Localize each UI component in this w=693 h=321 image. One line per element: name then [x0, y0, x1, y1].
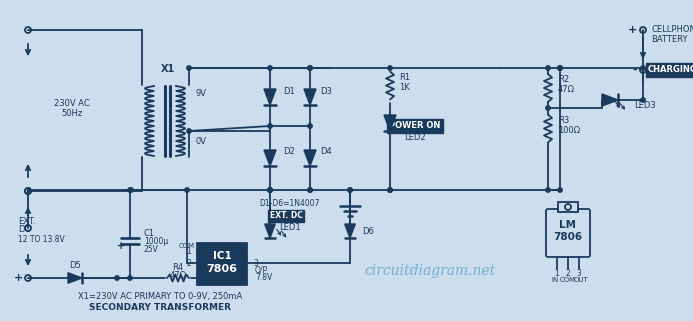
Text: EXT. DC: EXT. DC [270, 212, 302, 221]
Text: +: + [628, 25, 637, 35]
Text: 2: 2 [565, 270, 570, 279]
Text: 12 TO 13.8V: 12 TO 13.8V [18, 235, 64, 244]
Text: BATTERY: BATTERY [651, 36, 687, 45]
FancyBboxPatch shape [197, 243, 247, 285]
Text: COM: COM [179, 243, 195, 249]
Text: 2: 2 [186, 258, 191, 267]
Circle shape [388, 66, 392, 70]
Text: X1=230V AC PRIMARY TO 0-9V, 250mA: X1=230V AC PRIMARY TO 0-9V, 250mA [78, 292, 242, 301]
Text: COM: COM [560, 277, 576, 283]
Circle shape [129, 188, 133, 192]
Text: 47Ω: 47Ω [558, 85, 575, 94]
Text: D1: D1 [283, 86, 295, 96]
Text: CELLPHONE: CELLPHONE [651, 25, 693, 34]
Circle shape [546, 106, 550, 110]
Text: LED3: LED3 [634, 100, 656, 109]
Circle shape [267, 188, 272, 192]
Text: D3: D3 [320, 86, 332, 96]
Text: 3: 3 [577, 270, 581, 279]
Text: 0V: 0V [196, 136, 207, 145]
Text: EXT.: EXT. [18, 216, 35, 225]
Circle shape [558, 188, 562, 192]
Text: 9V: 9V [196, 89, 207, 98]
Polygon shape [384, 115, 396, 131]
Circle shape [128, 276, 132, 280]
Text: SECONDARY TRANSFORMER: SECONDARY TRANSFORMER [89, 302, 231, 311]
Text: CHARGING: CHARGING [648, 65, 693, 74]
Text: 1: 1 [554, 270, 559, 279]
Text: D1-D6=1N4007: D1-D6=1N4007 [260, 199, 320, 209]
Polygon shape [264, 150, 276, 166]
Text: LED2: LED2 [404, 134, 426, 143]
Circle shape [558, 66, 562, 70]
Circle shape [388, 188, 392, 192]
Text: IN: IN [552, 277, 559, 283]
FancyBboxPatch shape [546, 209, 590, 257]
Circle shape [267, 188, 272, 192]
Circle shape [308, 124, 313, 128]
Text: D2: D2 [283, 148, 295, 157]
Circle shape [187, 66, 191, 70]
Circle shape [267, 188, 272, 192]
Text: LM: LM [559, 220, 577, 230]
Text: R4: R4 [173, 264, 184, 273]
Text: 7806: 7806 [207, 264, 238, 274]
Polygon shape [304, 150, 316, 166]
Circle shape [308, 66, 313, 70]
Text: IC1: IC1 [213, 251, 231, 261]
Circle shape [546, 188, 550, 192]
Text: D5: D5 [69, 262, 81, 271]
Polygon shape [304, 89, 316, 105]
Text: D6: D6 [362, 227, 374, 236]
Circle shape [348, 188, 352, 192]
Circle shape [388, 188, 392, 192]
Text: OUT: OUT [574, 277, 588, 283]
Circle shape [128, 188, 132, 192]
Circle shape [267, 124, 272, 128]
Text: 7806: 7806 [554, 232, 583, 242]
Circle shape [185, 188, 189, 192]
Text: 47Ω: 47Ω [170, 272, 186, 281]
Circle shape [267, 66, 272, 70]
Text: 3: 3 [253, 258, 258, 267]
Text: 25V: 25V [144, 246, 159, 255]
Text: R3: R3 [558, 116, 569, 125]
Text: +: + [117, 241, 125, 251]
Text: O/P: O/P [255, 265, 268, 274]
Circle shape [115, 276, 119, 280]
Text: X1: X1 [161, 64, 175, 74]
Text: 1K: 1K [399, 82, 410, 91]
Circle shape [187, 129, 191, 133]
Circle shape [641, 98, 645, 102]
Polygon shape [344, 224, 356, 238]
Circle shape [546, 66, 550, 70]
Text: circuitdiagram.net: circuitdiagram.net [365, 264, 495, 278]
Polygon shape [602, 94, 618, 106]
Text: R1: R1 [399, 74, 410, 82]
Text: 50Hz: 50Hz [62, 109, 82, 118]
Circle shape [348, 188, 352, 192]
Text: +: + [14, 273, 23, 283]
Circle shape [308, 66, 313, 70]
Circle shape [308, 188, 313, 192]
Circle shape [308, 188, 313, 192]
Text: POWER ON: POWER ON [389, 122, 441, 131]
Text: DC: DC [18, 225, 30, 235]
Circle shape [641, 66, 645, 70]
Polygon shape [264, 89, 276, 105]
Text: 1: 1 [186, 247, 191, 256]
Text: 1000μ: 1000μ [144, 238, 168, 247]
Text: C1: C1 [144, 230, 155, 239]
Text: D4: D4 [320, 148, 332, 157]
Polygon shape [265, 224, 275, 238]
Text: 230V AC: 230V AC [54, 99, 90, 108]
Polygon shape [68, 273, 82, 283]
Text: 100Ω: 100Ω [558, 126, 580, 135]
Text: LED1: LED1 [279, 222, 301, 231]
Text: 7.8V: 7.8V [255, 273, 272, 282]
Bar [558, 202, 578, 212]
Text: -: - [633, 65, 637, 75]
Text: R2: R2 [558, 75, 569, 84]
Circle shape [558, 66, 562, 70]
